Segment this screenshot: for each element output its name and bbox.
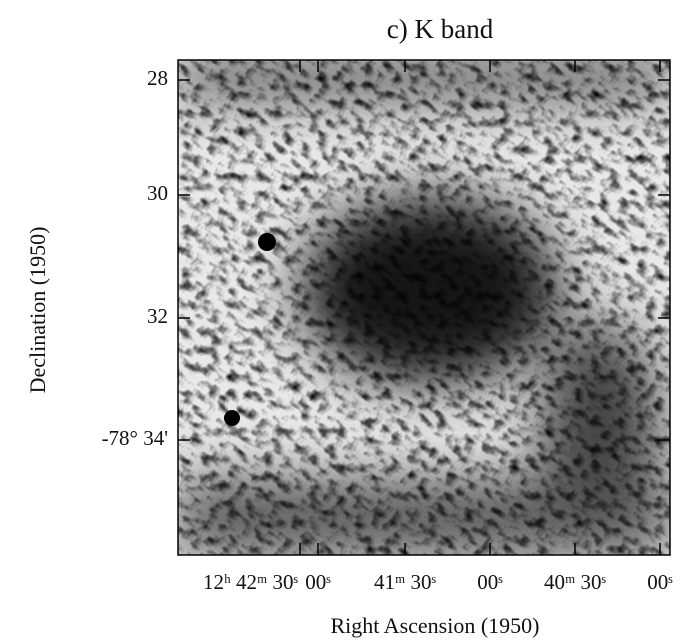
y-tick-label: 28 <box>147 66 168 90</box>
x-tick-label: 00ˢ <box>647 570 673 594</box>
x-tick-label: 00ˢ <box>477 570 503 594</box>
y-tick-label: 32 <box>147 304 168 328</box>
x-tick-label: 40ᵐ 30ˢ <box>544 570 607 594</box>
image <box>178 60 670 555</box>
x-tick-label: 12ʰ 42ᵐ 30ˢ <box>203 570 299 594</box>
x-axis-label: Right Ascension (1950) <box>331 613 540 638</box>
chart-title: c) K band <box>387 14 494 44</box>
x-tick-label: 41ᵐ 30ˢ <box>374 570 437 594</box>
y-axis-label: Declination (1950) <box>25 227 50 394</box>
y-tick-label: 30 <box>147 181 168 205</box>
x-tick-label: 00ˢ <box>305 570 331 594</box>
y-tick-label: -78° 34' <box>102 426 168 450</box>
